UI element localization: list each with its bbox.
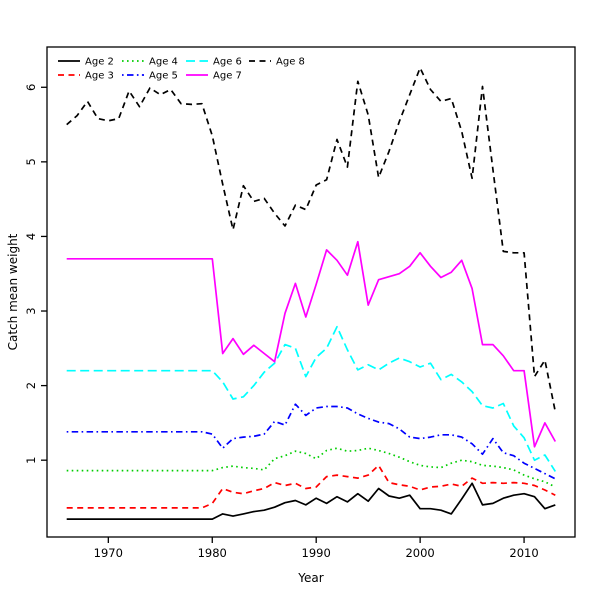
series-line-age-7 — [66, 240, 557, 448]
series-line-age-6 — [66, 325, 557, 472]
legend-label-age-8: Age 8 — [276, 57, 305, 68]
legend-label-age-3: Age 3 — [85, 71, 114, 82]
legend-label-age-6: Age 6 — [213, 57, 242, 68]
y-axis-title: Catch mean weight — [6, 233, 20, 350]
plot-frame — [46, 46, 576, 538]
y-tick-label: 6 — [24, 84, 38, 91]
x-tick-label: 2000 — [405, 546, 434, 560]
y-tick-label: 4 — [24, 233, 38, 240]
x-tick-label: 1980 — [198, 546, 227, 560]
series-line-age-8 — [66, 67, 557, 412]
y-tick-label: 5 — [24, 158, 38, 165]
x-tick-label: 1990 — [302, 546, 331, 560]
series-line-age-2 — [66, 482, 556, 520]
x-axis: 1970 1980 1990 2000 2010 — [94, 537, 539, 560]
series-line-age-5 — [66, 403, 556, 480]
series-line-age-3 — [66, 464, 556, 509]
y-axis: 1 2 3 4 5 6 — [24, 84, 47, 464]
legend-label-age-5: Age 5 — [149, 71, 178, 82]
legend-label-age-7: Age 7 — [213, 71, 242, 82]
x-axis-title: Year — [297, 571, 323, 585]
legend: Age 2 Age 3 Age 4 Age 5 Age 6 Age 7 Age 8 — [58, 57, 305, 82]
y-tick-label: 1 — [24, 457, 38, 464]
x-tick-label: 1970 — [94, 546, 123, 560]
series-line-age-4 — [66, 447, 556, 488]
y-tick-label: 3 — [24, 307, 38, 314]
legend-label-age-2: Age 2 — [85, 57, 114, 68]
series-lines — [66, 67, 557, 520]
x-tick-label: 2010 — [509, 546, 538, 560]
legend-label-age-4: Age 4 — [149, 57, 178, 68]
y-tick-label: 2 — [24, 382, 38, 389]
